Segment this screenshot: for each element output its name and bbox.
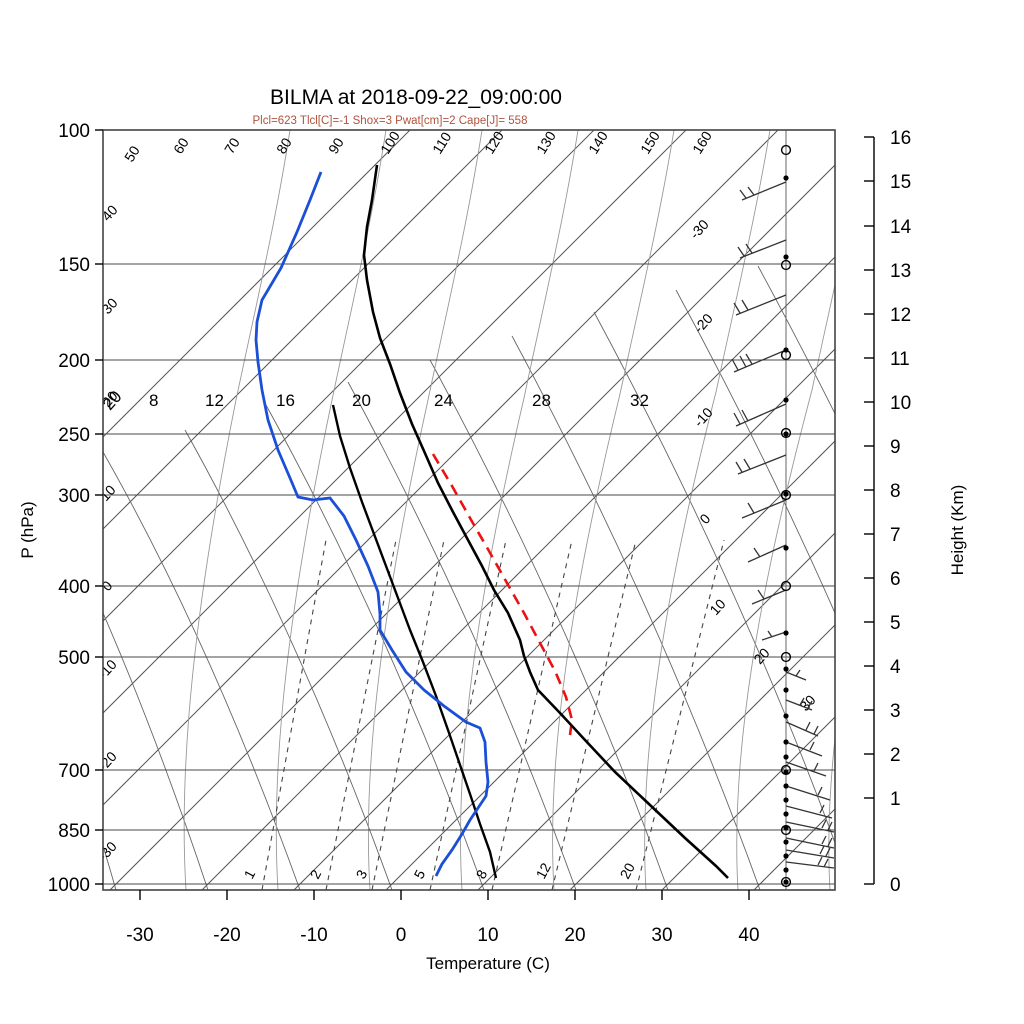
mixing-ratio-lines [261,539,725,890]
pressure-axis: 100 150 200 250 300 400 500 700 850 1000… [18,121,103,896]
parcel-trace [431,453,574,736]
svg-text:100: 100 [58,121,90,142]
svg-text:40: 40 [738,925,759,946]
dry-adiabat-lines [103,265,835,890]
page-title: BILMA at 2018-09-22_09:00:00 [270,86,562,109]
svg-text:6: 6 [890,569,901,590]
pressure-axis-title: P (hPa) [18,501,37,558]
svg-text:30: 30 [651,925,672,946]
svg-text:10: 10 [477,925,498,946]
svg-text:-30: -30 [126,925,153,946]
svg-text:15: 15 [890,172,911,193]
wind-barbs [731,181,835,869]
temperature-trace [362,164,729,879]
plot-frame [102,129,836,891]
wind-barb-panel [731,130,835,890]
svg-text:14: 14 [890,217,912,238]
svg-text:50: 50 [121,143,143,165]
isobar-lines [103,130,835,885]
svg-text:10: 10 [890,393,911,414]
svg-text:200: 200 [58,351,90,372]
svg-text:20: 20 [352,391,371,410]
svg-text:80: 80 [273,135,295,157]
plot-interior: 50 60 70 80 90 100 110 120 130 140 150 1… [103,130,835,890]
dewpoint-trace [254,171,490,877]
svg-text:8: 8 [890,481,901,502]
svg-text:9: 9 [890,437,901,458]
svg-text:28: 28 [532,391,551,410]
svg-text:16: 16 [890,128,911,149]
svg-text:7: 7 [890,525,901,546]
height-axis: 16 15 14 13 12 11 10 9 8 7 6 5 4 3 2 1 0… [864,128,967,896]
height-axis-title: Height (Km) [948,485,967,576]
svg-text:90: 90 [325,135,347,157]
svg-text:16: 16 [276,391,295,410]
svg-text:2: 2 [890,745,901,766]
svg-text:5: 5 [890,613,901,634]
pressure-tick-labels: 100 150 200 250 300 400 500 700 850 1000 [48,121,90,896]
svg-text:1000: 1000 [48,875,90,896]
svg-text:-10: -10 [300,925,327,946]
svg-text:1: 1 [890,789,901,810]
svg-text:12: 12 [890,305,911,326]
svg-text:11: 11 [890,349,910,370]
subtitle-indices: Plcl=623 Tlcl[C]=-1 Shox=3 Pwat[cm]=2 Ca… [253,115,528,127]
svg-text:250: 250 [58,425,90,446]
svg-text:700: 700 [58,761,90,782]
svg-text:60: 60 [170,135,192,157]
svg-text:300: 300 [58,486,90,507]
svg-text:500: 500 [58,648,90,669]
svg-text:0: 0 [396,925,407,946]
svg-text:400: 400 [58,577,90,598]
wind-key-level-markers [780,144,792,888]
svg-text:24: 24 [434,391,453,410]
svg-text:4: 4 [890,657,901,678]
moist-adiabat-lines [183,130,835,890]
svg-text:20: 20 [617,860,639,881]
temperature-tick-labels: -30 -20 -10 0 10 20 30 40 [126,925,759,946]
svg-text:70: 70 [221,135,243,157]
svg-text:32: 32 [630,391,649,410]
temperature-axis-title: Temperature (C) [426,954,550,973]
svg-text:150: 150 [58,255,90,276]
svg-text:20: 20 [564,925,585,946]
svg-text:12: 12 [533,860,555,881]
height-tick-labels: 16 15 14 13 12 11 10 9 8 7 6 5 4 3 2 1 0 [890,128,912,896]
secondary-temperature-trace [331,404,498,879]
temperature-axis: -30 -20 -10 0 10 20 30 40 Temperature (C… [126,890,760,973]
svg-text:13: 13 [890,261,911,282]
svg-text:-20: -20 [213,925,240,946]
svg-text:8: 8 [149,391,158,410]
svg-text:12: 12 [205,391,224,410]
svg-text:0: 0 [890,875,901,896]
svg-text:850: 850 [58,821,90,842]
svg-text:3: 3 [890,701,901,722]
